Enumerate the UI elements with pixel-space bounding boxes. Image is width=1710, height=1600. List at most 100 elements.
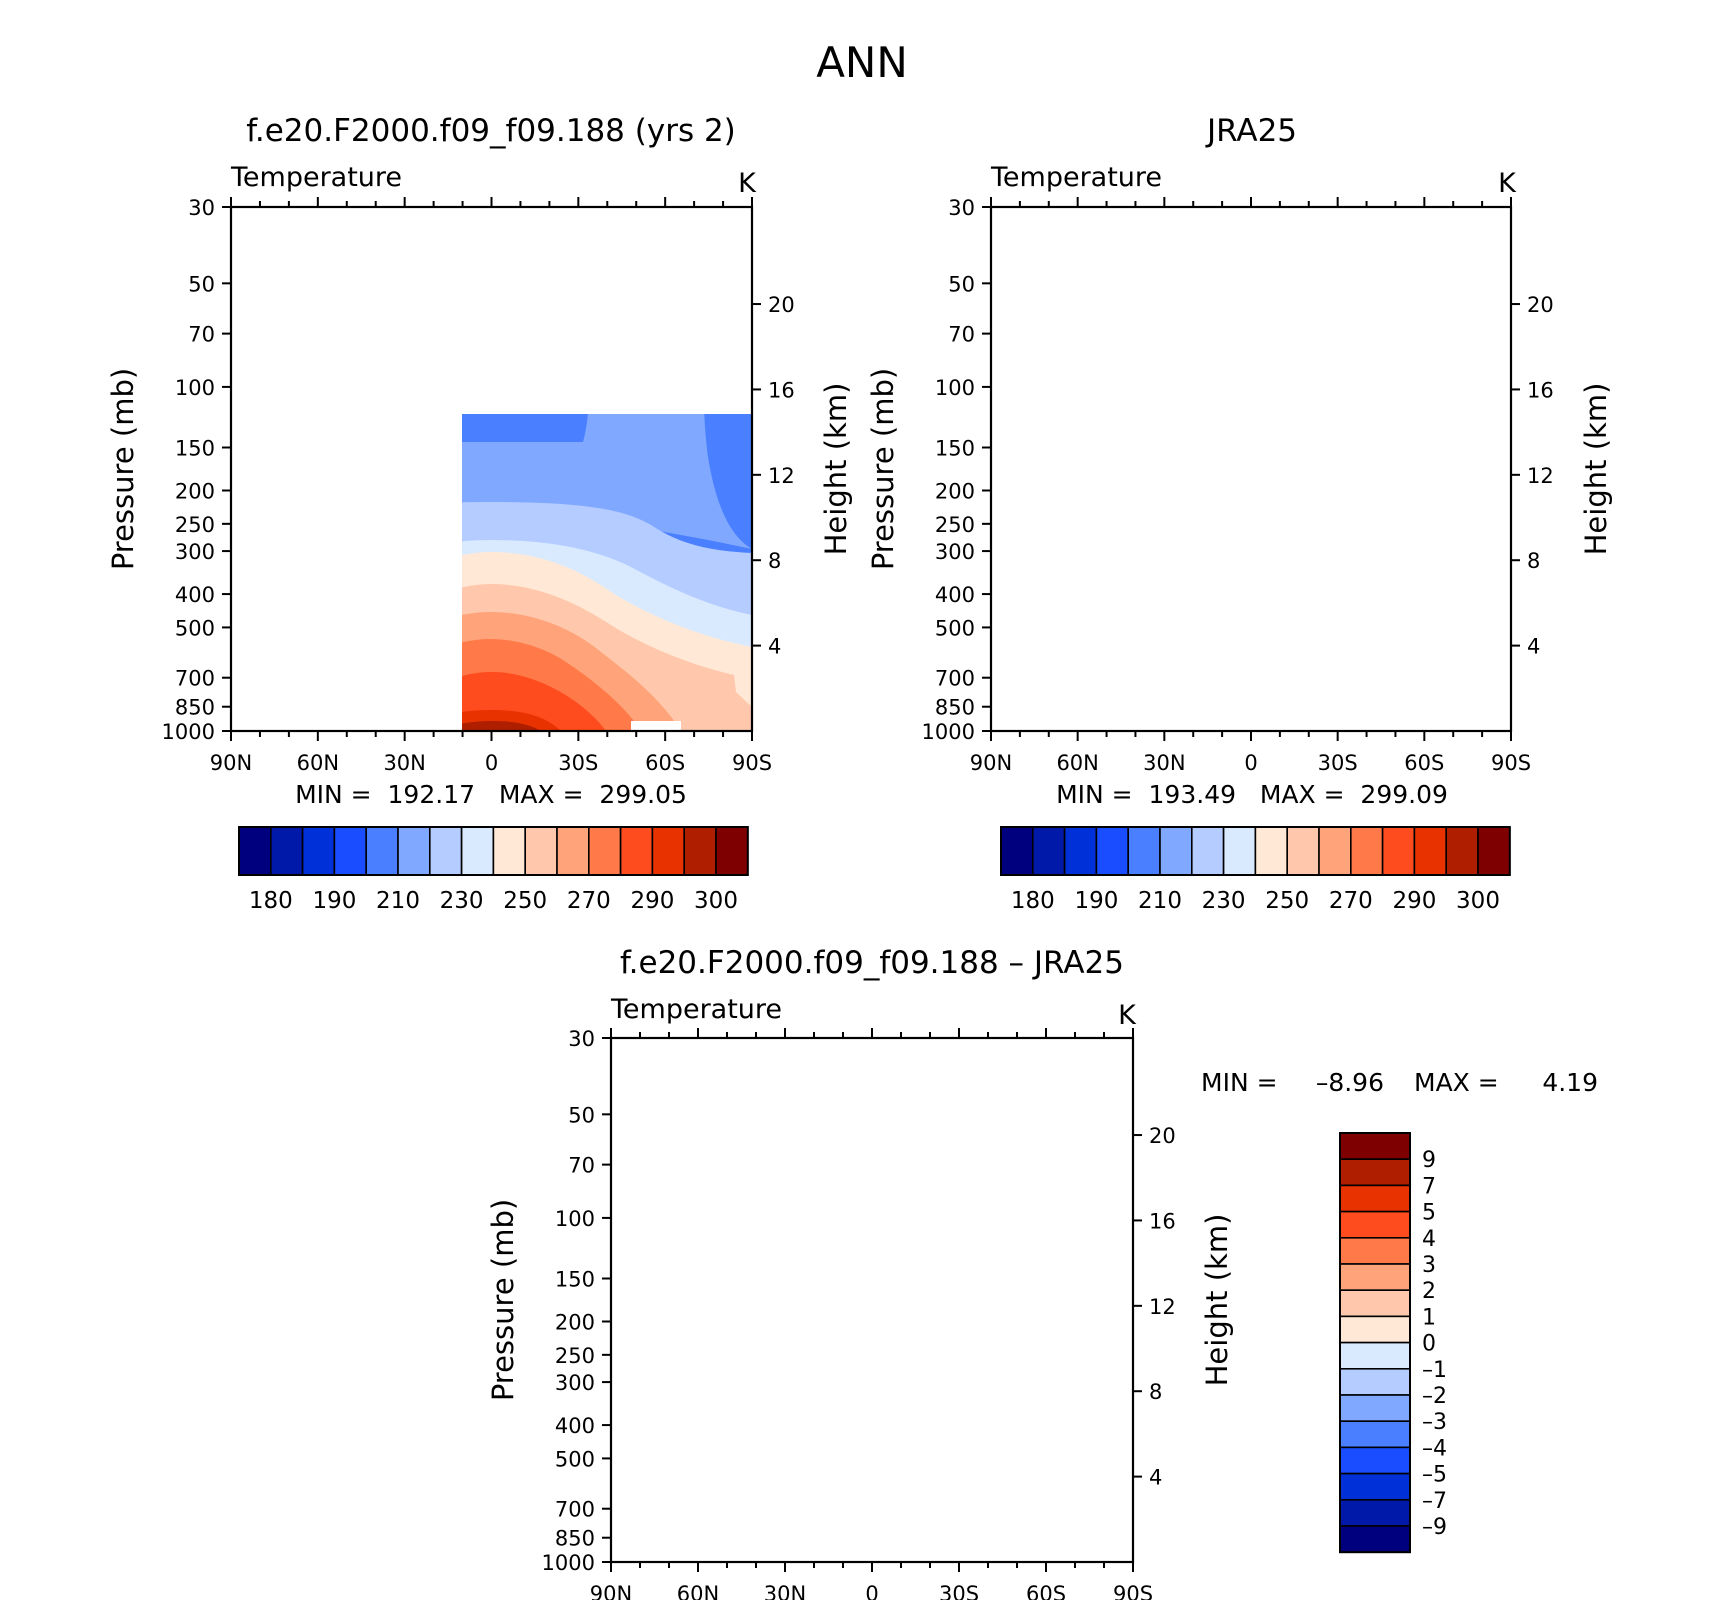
colorbar-label: 270: [567, 888, 611, 914]
lat-tick-label: 60N: [297, 751, 339, 775]
y-axis-label: Pressure (mb): [486, 1199, 520, 1401]
lat-tick-label: 90N: [970, 751, 1012, 775]
pressure-tick-label: 300: [935, 540, 975, 564]
colorbar-swatch: [1381, 826, 1416, 876]
band-upper-mid: [991, 507, 1511, 627]
pressure-tick-label: 30: [568, 1027, 595, 1051]
pressure-tick-label: 200: [935, 479, 975, 503]
colorbar-swatch: [1222, 826, 1257, 876]
band-right-4: [1067, 1038, 1133, 1358]
surface-strip: [611, 1554, 1133, 1562]
pressure-tick-label: 50: [948, 272, 975, 296]
band-mid-zero-low: [681, 1368, 732, 1548]
colorbar-swatch: [1339, 1341, 1411, 1370]
colorbar-label: 2: [1422, 1279, 1436, 1304]
plot-frame: [989, 205, 1513, 733]
height-tick-label: 20: [768, 293, 795, 317]
colorbar-swatch: [397, 826, 431, 876]
colorbar-frame: [1000, 826, 1511, 876]
band-4: [1021, 584, 1491, 731]
pressure-tick-label: 300: [555, 1371, 595, 1395]
band-strat-patch: [697, 1098, 814, 1151]
band-right-inner: [1116, 1303, 1133, 1323]
max-label: MAX =: [1414, 1068, 1499, 1097]
pressure-tick-label: 100: [555, 1207, 595, 1231]
band-trop-inner: [413, 305, 548, 408]
colorbar-swatch: [1063, 826, 1098, 876]
max-value: 4.19: [1542, 1068, 1598, 1097]
colorbar-label: 180: [1011, 888, 1055, 914]
colorbar-label: 290: [1392, 888, 1436, 914]
colorbar-label: –4: [1422, 1436, 1447, 1461]
colorbar-swatch: [492, 826, 526, 876]
band-right-5: [1080, 1038, 1133, 1350]
y-axis-right-label: Height (km): [819, 383, 853, 556]
colorbar-swatch: [1350, 826, 1384, 876]
band-left-5: [611, 1038, 657, 1348]
band-right-3: [951, 1038, 1133, 1368]
colorbar-swatch: [1339, 1210, 1411, 1239]
pressure-tick-label: 70: [188, 323, 215, 347]
colorbar-swatch: [524, 826, 558, 876]
colorbar-swatch: [1339, 1446, 1411, 1475]
band-2: [991, 539, 1511, 731]
min-max-stats: MIN = 192.17 MAX = 299.05: [295, 780, 687, 809]
missing-patch: [631, 721, 681, 731]
colorbar-label: 250: [1265, 888, 1309, 914]
colorbar-swatch: [1339, 1525, 1411, 1554]
lat-tick-label: 60S: [1026, 1582, 1066, 1600]
band-1: [991, 499, 1511, 731]
band-low-warm-1: [1071, 1487, 1126, 1548]
height-tick-label: 8: [1149, 1380, 1162, 1404]
band-3: [991, 551, 1511, 731]
pressure-tick-label: 850: [175, 696, 215, 720]
colorbar-label: –3: [1422, 1410, 1447, 1435]
pressure-tick-label: 700: [175, 667, 215, 691]
band-low-warm-3: [1081, 1496, 1123, 1543]
lat-tick-label: 60N: [1056, 751, 1098, 775]
pressure-tick-label: 150: [175, 437, 215, 461]
colorbar-label: 270: [1329, 888, 1373, 914]
lat-tick-label: 30S: [558, 751, 598, 775]
lat-tick-label: 90S: [1113, 1582, 1153, 1600]
colorbar-swatch: [1339, 1472, 1411, 1501]
colorbar-swatch: [587, 826, 622, 876]
panel-model: f.e20.F2000.f09_f09.188 (yrs 2) Temperat…: [106, 113, 853, 914]
colorbar-swatch: [1000, 826, 1034, 876]
colorbar-swatch: [1254, 826, 1289, 876]
height-tick-label: 12: [768, 464, 795, 488]
panel-obs: JRA25 Temperature K 30507010015020025030…: [866, 113, 1613, 914]
lat-tick-label: 30S: [1318, 751, 1358, 775]
variable-label: Temperature: [230, 162, 402, 193]
band-left-column: [231, 207, 259, 301]
axis-ticks: 3050701001502002503004005007008501000481…: [542, 1027, 1176, 1600]
y-axis-label: Pressure (mb): [866, 368, 900, 570]
pressure-tick-label: 400: [935, 583, 975, 607]
band-right-9: [1110, 1238, 1133, 1330]
band-low-zero: [999, 1376, 1051, 1419]
colorbar-swatch: [365, 826, 399, 876]
colorbar-swatch: [1339, 1237, 1411, 1265]
height-tick-label: 8: [768, 549, 781, 573]
colorbar-swatch: [1339, 1132, 1411, 1161]
pressure-tick-label: 250: [935, 513, 975, 537]
colorbar-label: 210: [376, 888, 420, 914]
pressure-tick-label: 400: [175, 583, 215, 607]
band-low-zero: [611, 1418, 636, 1483]
colorbar-label: 250: [503, 888, 547, 914]
lat-tick-label: 90N: [590, 1582, 632, 1600]
band-low-warm-5: [1103, 1516, 1116, 1530]
band-strat-patch: [841, 1145, 871, 1168]
height-tick-label: 4: [1149, 1466, 1162, 1490]
y-axis-right-label: Height (km): [1579, 383, 1613, 556]
lat-tick-label: 0: [865, 1582, 878, 1600]
panel-title: f.e20.F2000.f09_f09.188 (yrs 2): [246, 113, 736, 149]
units-label: K: [1498, 168, 1517, 199]
colorbar-swatch: [1127, 826, 1161, 876]
colorbar-label: 7: [1422, 1174, 1436, 1199]
band-8: [1166, 710, 1321, 731]
lat-tick-label: 90S: [1491, 751, 1531, 775]
pressure-tick-label: 50: [568, 1103, 595, 1127]
pressure-tick-label: 250: [175, 513, 215, 537]
